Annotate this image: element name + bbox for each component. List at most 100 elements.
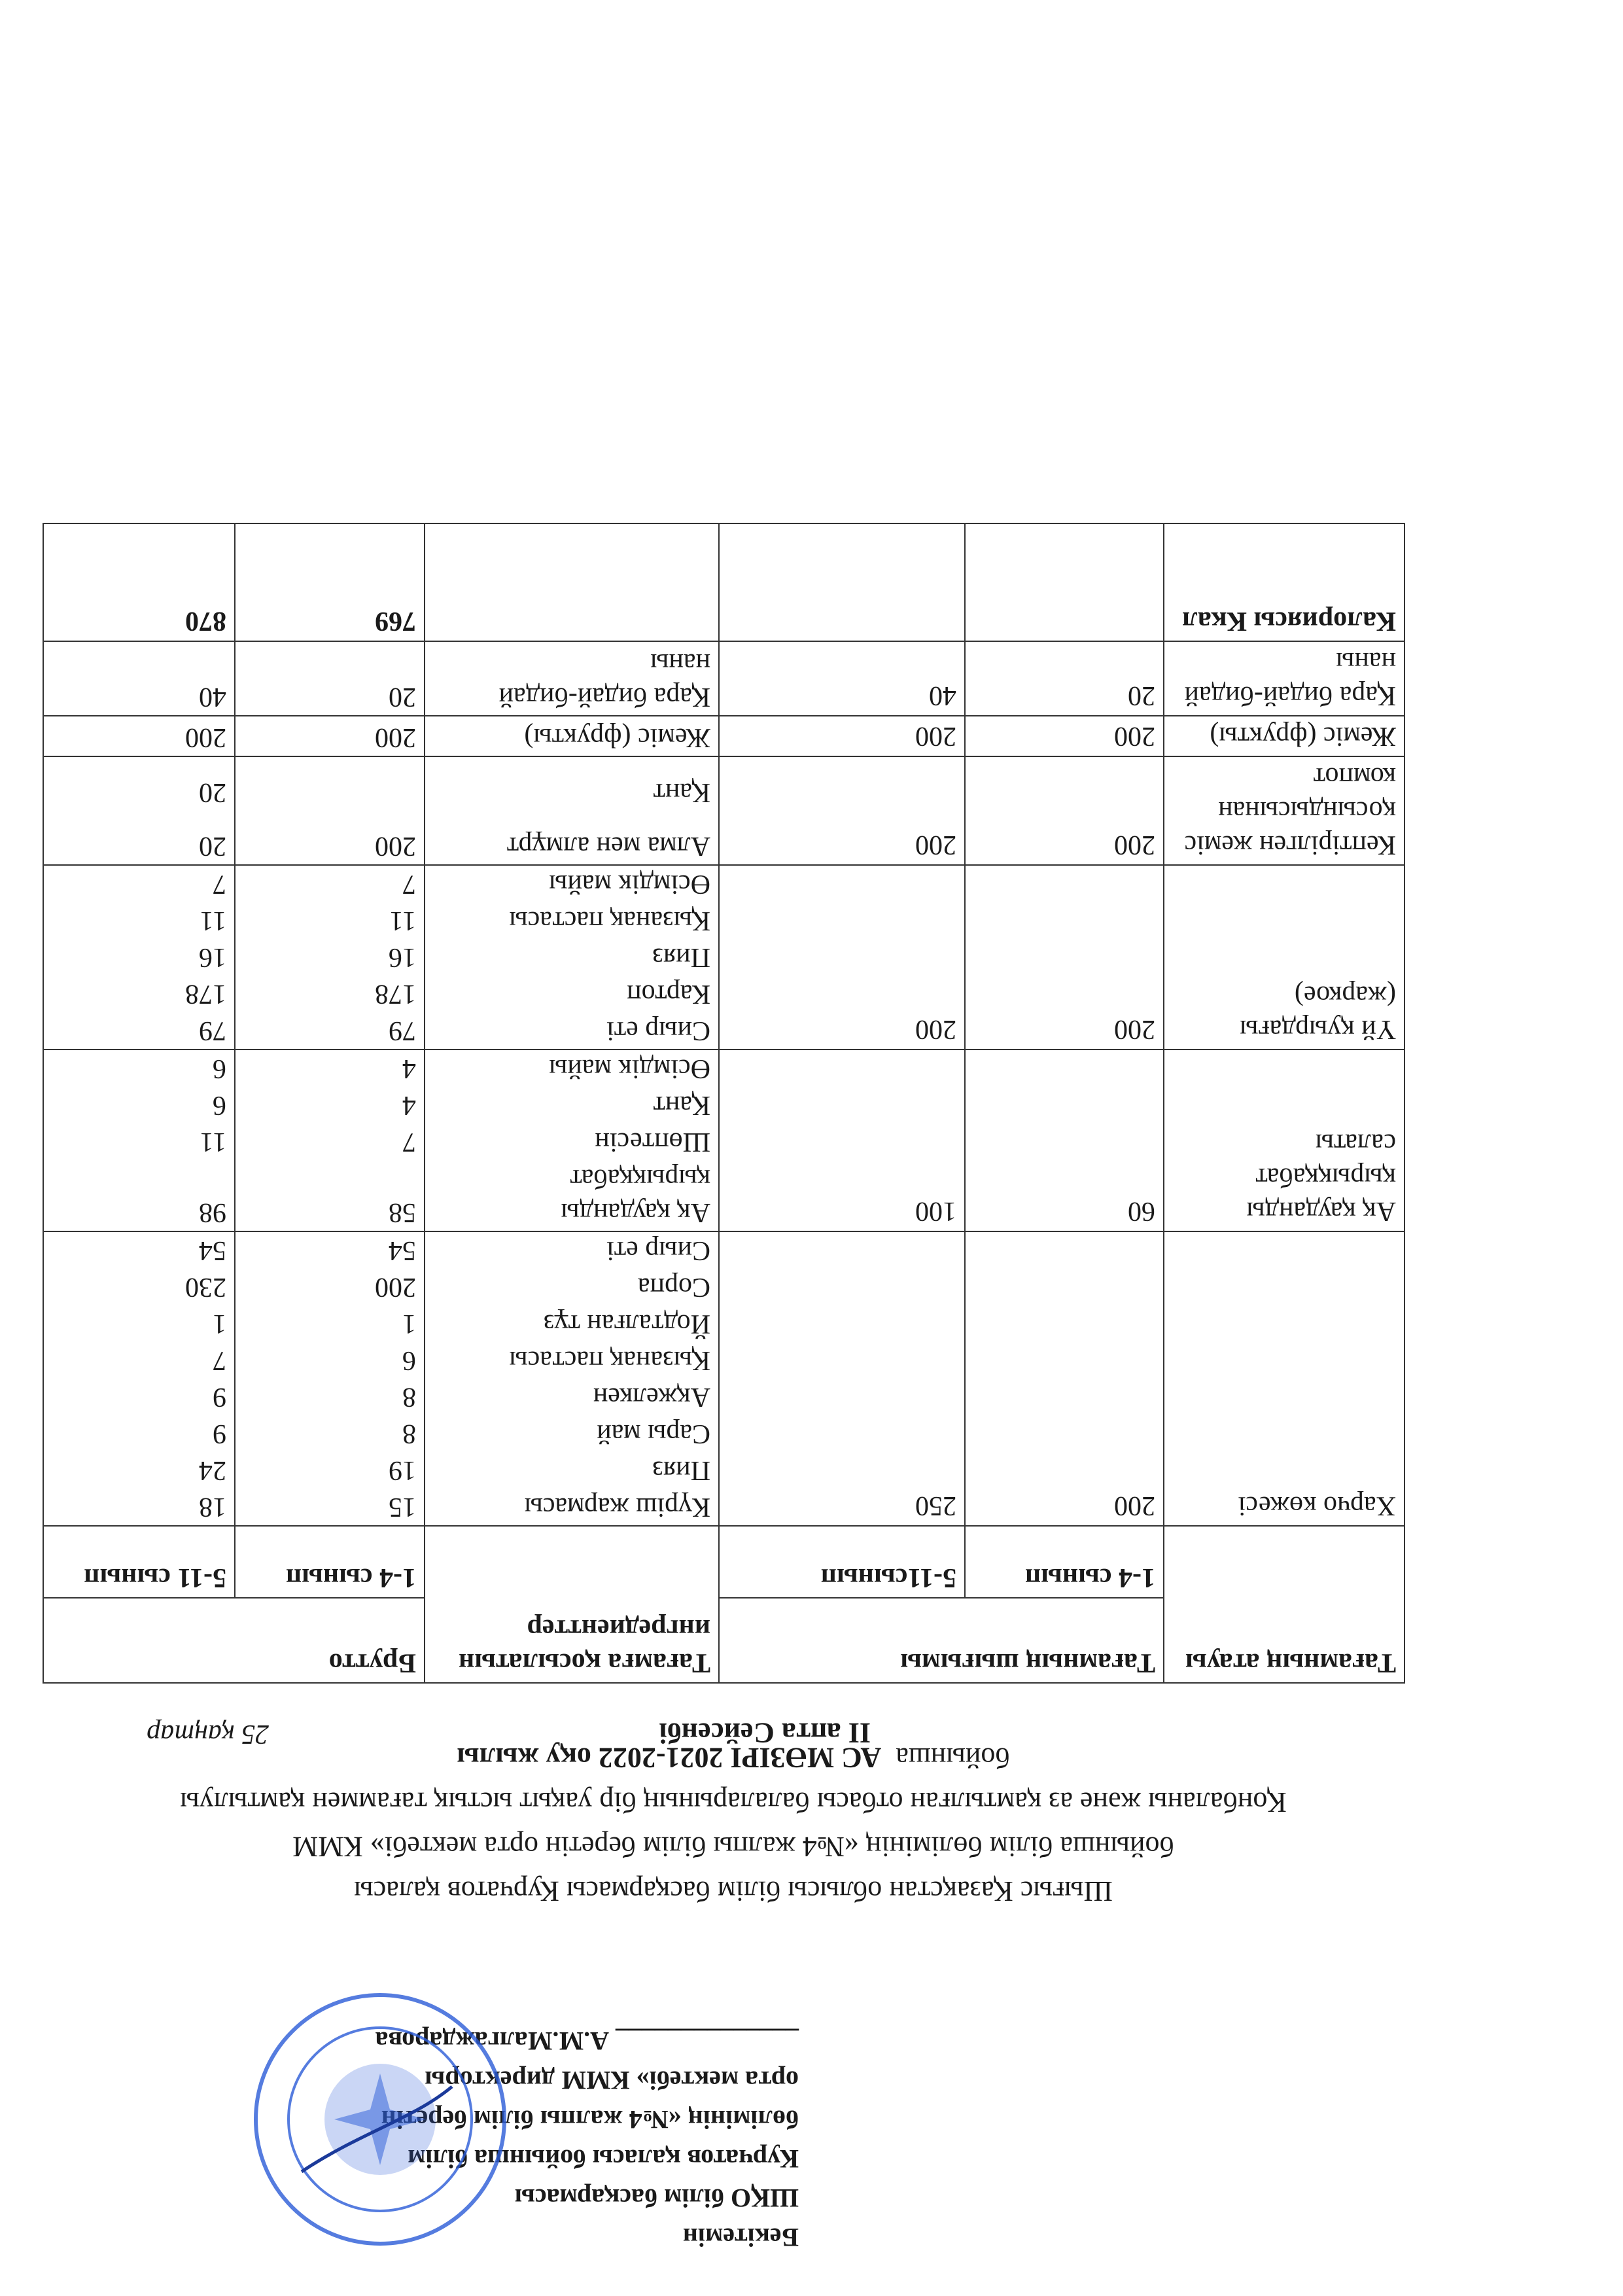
ingredient-name: Алма мен алмұрт (425, 811, 719, 865)
ingredient-weight-5-11: 11 (43, 1123, 235, 1160)
ingredient-weight-5-11: 230 (43, 1269, 235, 1305)
ingredient-name: Сиыр еті (425, 1012, 719, 1050)
yield-5-11: 40 (719, 641, 965, 716)
yield-1-4: 200 (965, 865, 1164, 1050)
yield-5-11: 200 (719, 865, 965, 1050)
yield-5-11: 250 (719, 1231, 965, 1526)
ingredient-weight-5-11: 6 (43, 1050, 235, 1087)
ingredient-weight-1-4: 79 (235, 1012, 425, 1050)
ingredient-name: Қант (425, 1087, 719, 1123)
dish-name: Қара бидай-бидай наны (1164, 641, 1405, 716)
ingredient-weight-5-11: 98 (43, 1160, 235, 1231)
header-dish-name: Тағамның атауы (1164, 1526, 1405, 1683)
calories-row: Калориясы Ккал 769 870 (43, 523, 1405, 641)
ingredient-weight-1-4: 6 (235, 1342, 425, 1379)
ingredient-weight-5-11: 18 (43, 1489, 235, 1526)
ingredient-name: Йодталған тұз (425, 1305, 719, 1342)
title-line: Қонбаланы және аз қамтылған отбасы балал… (180, 1786, 1287, 1818)
menu-table: Тағамның атауы Тағамның шығымы Тағамға қ… (43, 523, 1405, 1684)
yield-5-11: 200 (719, 756, 965, 865)
ingredient-weight-1-4: 16 (235, 939, 425, 976)
ingredient-name: Сары май (425, 1415, 719, 1452)
ingredient-weight-5-11: 200 (43, 716, 235, 756)
yield-1-4: 200 (965, 716, 1164, 756)
ingredient-weight-1-4: 4 (235, 1087, 425, 1123)
ingredient-weight-1-4: 54 (235, 1231, 425, 1269)
calories-1-4: 769 (235, 523, 425, 641)
yield-5-11: 200 (719, 716, 965, 756)
ingredient-name: Сиыр еті (425, 1231, 719, 1269)
ingredient-weight-1-4: 200 (235, 811, 425, 865)
ingredient-name: Ақжелкен (425, 1379, 719, 1415)
ingredient-name: Қызанақ пастасы (425, 1342, 719, 1379)
ingredient-weight-5-11: 79 (43, 1012, 235, 1050)
ingredient-weight-5-11: 9 (43, 1379, 235, 1415)
header-yield: Тағамның шығымы (719, 1598, 1164, 1683)
ingredient-weight-5-11: 20 (43, 756, 235, 811)
ingredient-name: Ақ қауданды қырыққабат (425, 1160, 719, 1231)
dish-name: Кептірілген жеміс қосындысынан компот (1164, 756, 1405, 865)
header-ingredients: Тағамға қосылатын ингредиенттер (425, 1526, 719, 1683)
menu-date: 25 қаңтар (147, 1719, 269, 1749)
ingredient-name: Шөптесін (425, 1123, 719, 1160)
ingredient-name: Қызанақ пастасы (425, 902, 719, 939)
document-title: Шығыс Қазақстан облысы білім басқармасы … (40, 1735, 1427, 1913)
ingredient-name: Жеміс (фрукты) (425, 716, 719, 756)
ingredient-weight-5-11: 6 (43, 1087, 235, 1123)
ingredient-weight-5-11: 9 (43, 1415, 235, 1452)
header-brutto-5-11: 5-11 сынып (43, 1526, 235, 1598)
ingredient-weight-5-11: 178 (43, 976, 235, 1012)
table-row: Ақ қауданды қырыққабат салаты 60 100 Ақ қау… (43, 1050, 1405, 1231)
title-line: бойынша (896, 1742, 1010, 1774)
header-brutto: Брутто (43, 1598, 425, 1683)
ingredient-weight-1-4: 11 (235, 902, 425, 939)
ingredient-weight-5-11: 16 (43, 939, 235, 976)
table-row: Қара бидай-бидай наны 20 40 Қара бидай-бида… (43, 641, 1405, 716)
title-line: Шығыс Қазақстан облысы білім басқармасы … (354, 1875, 1113, 1907)
calories-label: Калориясы Ккал (1164, 523, 1405, 641)
ingredient-weight-5-11: 40 (43, 641, 235, 716)
ingredient-name: Пияз (425, 1452, 719, 1489)
ingredient-weight-1-4: 178 (235, 976, 425, 1012)
ingredient-weight-1-4: 1 (235, 1305, 425, 1342)
ingredient-name: Өсімдік майы (425, 865, 719, 902)
week-day: II апта Сейсенбі (659, 1717, 871, 1749)
ingredient-name: Қара бидай-бидай наны (425, 641, 719, 716)
ingredient-weight-1-4: 19 (235, 1452, 425, 1489)
table-row: Кептірілген жеміс қосындысынан компот 200… (43, 756, 1405, 865)
ingredient-weight-1-4: 7 (235, 865, 425, 902)
ingredient-weight-1-4: 58 (235, 1160, 425, 1231)
ingredient-weight-5-11: 54 (43, 1231, 235, 1269)
ingredient-weight-1-4: 200 (235, 716, 425, 756)
ingredient-name: Күріш жармасы (425, 1489, 719, 1526)
calories-5-11: 870 (43, 523, 235, 641)
ingredient-weight-1-4 (235, 756, 425, 811)
ingredient-weight-1-4: 4 (235, 1050, 425, 1087)
title-line: бойынша білім бөлімінің «№4 жалпы білім … (292, 1831, 1174, 1863)
ingredient-weight-1-4: 15 (235, 1489, 425, 1526)
ingredient-weight-1-4: 200 (235, 1269, 425, 1305)
yield-1-4: 60 (965, 1050, 1164, 1231)
ingredient-weight-1-4: 8 (235, 1379, 425, 1415)
dish-name: Үй қуырдағы (жаркое) (1164, 865, 1405, 1050)
ingredient-weight-5-11: 20 (43, 811, 235, 865)
header-yield-1-4: 1-4 сынып (965, 1526, 1164, 1598)
ingredient-weight-5-11: 7 (43, 865, 235, 902)
header-yield-5-11: 5-11сынып (719, 1526, 965, 1598)
header-brutto-1-4: 1-4 сынып (235, 1526, 425, 1598)
ingredient-name: Қант (425, 756, 719, 811)
ingredient-weight-5-11: 24 (43, 1452, 235, 1489)
ingredient-name: Картоп (425, 976, 719, 1012)
ingredient-name: Өсімдік майы (425, 1050, 719, 1087)
table-row: Үй қуырдағы (жаркое) 200 200 Сиыр еті 79 79 (43, 865, 1405, 1050)
yield-1-4: 200 (965, 756, 1164, 865)
dish-name: Харчо көжесі (1164, 1231, 1405, 1526)
ingredient-weight-1-4: 7 (235, 1123, 425, 1160)
table-row: Харчо көжесі 200 250 Күріш жармасы 15 18 (43, 1231, 1405, 1526)
official-stamp (254, 1993, 506, 2246)
table-row: Жеміс (фрукты) 200 200 Жеміс (фрукты) 200 200 (43, 716, 1405, 756)
dish-name: Ақ қауданды қырыққабат салаты (1164, 1050, 1405, 1231)
ingredient-weight-1-4: 8 (235, 1415, 425, 1452)
ingredient-name: Пияз (425, 939, 719, 976)
